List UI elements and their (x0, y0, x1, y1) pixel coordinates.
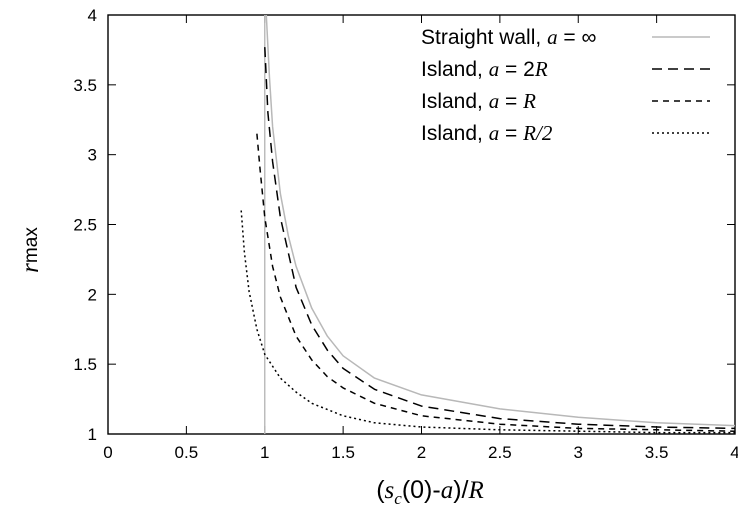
legend-eq: = (499, 122, 523, 145)
y-label-r: r (17, 263, 44, 273)
x-label-R: R (468, 477, 484, 504)
legend-label-straight: Straight wall, a = ∞ (421, 25, 596, 49)
legend-var: a (489, 89, 500, 113)
y-label-sub: max (21, 227, 42, 263)
x-tick-label: 2 (417, 443, 426, 462)
legend-text: Straight wall, (421, 26, 547, 49)
series-curves (240, 14, 736, 434)
y-tick-label: 2.5 (73, 216, 97, 235)
x-label-a: a (441, 477, 454, 504)
x-label-s: s (385, 477, 395, 504)
legend-label-island_R2: Island, a = R/2 (421, 121, 553, 145)
y-tick-label: 3 (88, 146, 97, 165)
legend-text: Island, (421, 90, 489, 113)
x-tick-labels: 0 0.5 1 1.5 2 2.5 3 3.5 4 (103, 443, 738, 462)
series-line-island_2R (264, 47, 736, 430)
legend-tail: R/2 (522, 121, 553, 145)
legend-tail: R (522, 89, 536, 113)
x-axis-label: (sc(0)-a)/R (376, 476, 484, 508)
x-tick-label: 1.5 (331, 443, 355, 462)
legend-var: a (489, 57, 500, 81)
y-tick-labels: 1 1.5 2 2.5 3 3.5 4 (73, 6, 97, 444)
series-line-island_R2 (240, 210, 735, 434)
legend-text: Island, (421, 122, 489, 145)
x-tick-label: 1 (260, 443, 269, 462)
y-tick-label: 4 (88, 6, 97, 25)
x-tick-label: 3.5 (645, 443, 669, 462)
x-label-close: )/ (453, 476, 468, 504)
y-tick-label: 2 (88, 285, 97, 304)
legend-text: Island, (421, 58, 489, 81)
x-tick-label: 0 (103, 443, 112, 462)
series-line-island_R (256, 133, 736, 432)
y-tick-label: 1 (88, 425, 97, 444)
x-label-open: ( (376, 476, 385, 504)
x-label-sub: c (394, 489, 402, 508)
legend-var: a (547, 25, 558, 49)
legend-label-island_2R: Island, a = 2R (421, 57, 548, 81)
x-tick-label: 3 (574, 443, 583, 462)
y-tick-label: 3.5 (73, 76, 97, 95)
series-line-straight (265, 14, 736, 427)
y-axis-label: rmax (17, 227, 44, 273)
legend-eq: = ∞ (558, 26, 597, 49)
x-label-mid: (0)- (402, 476, 441, 504)
legend-var: a (489, 121, 500, 145)
legend: Straight wall, a = ∞Island, a = 2RIsland… (421, 25, 710, 145)
y-tick-label: 1.5 (73, 355, 97, 374)
x-tick-label: 0.5 (175, 443, 199, 462)
legend-eq: = 2 (499, 58, 535, 81)
x-tick-label: 4 (730, 443, 738, 462)
legend-eq: = (499, 90, 523, 113)
legend-label-island_R: Island, a = R (421, 89, 536, 113)
x-tick-label: 2.5 (488, 443, 512, 462)
legend-tail: R (534, 57, 548, 81)
